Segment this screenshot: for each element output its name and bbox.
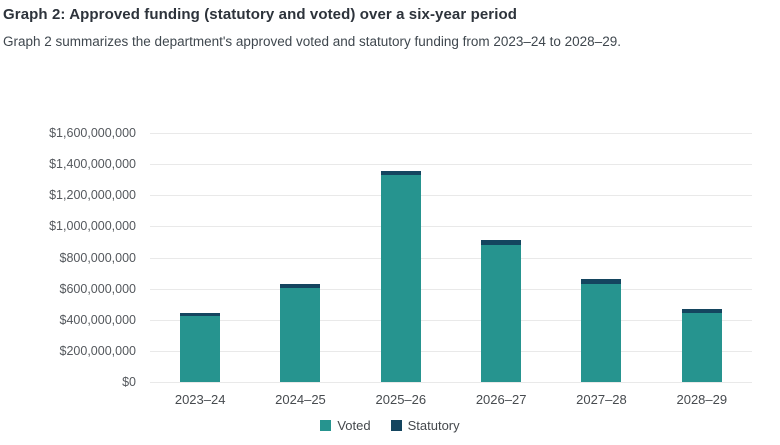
bar-segment-voted	[180, 315, 221, 382]
bar-segment-statutory	[581, 279, 622, 284]
y-axis-label: $200,000,000	[59, 343, 136, 358]
plot-area	[150, 133, 752, 383]
bar-segment-voted	[681, 313, 722, 382]
bar-segment-voted	[380, 175, 421, 382]
legend-item-voted: Voted	[320, 418, 371, 433]
bar-slot	[150, 133, 250, 382]
bar-2023–24	[180, 133, 221, 382]
x-axis-label: 2025–26	[375, 392, 427, 407]
x-axis-label: 2027–28	[576, 392, 627, 407]
x-axis-label: 2024–25	[275, 392, 326, 407]
bar-segment-statutory	[681, 308, 722, 314]
bars-row	[150, 133, 752, 382]
x-axis-label: 2023–24	[174, 392, 226, 407]
legend-label: Voted	[337, 418, 371, 433]
y-axis-label: $400,000,000	[59, 312, 136, 327]
gridline	[150, 164, 752, 166]
gridline	[150, 226, 752, 228]
gridline	[150, 257, 752, 259]
y-axis-label: $800,000,000	[59, 250, 136, 265]
bar-segment-voted	[581, 283, 622, 382]
x-axis: 2023–24 2024–25 2025–26 2026–27 2027–28 2028–…	[150, 392, 752, 407]
bar-segment-statutory	[380, 170, 421, 176]
bar-2025–26	[380, 133, 421, 382]
x-axis-label: 2028–29	[676, 392, 728, 407]
bar-slot	[351, 133, 451, 382]
gridline	[150, 133, 752, 134]
legend-label: Statutory	[407, 418, 460, 433]
gridline	[150, 350, 752, 352]
gridline	[150, 195, 752, 197]
gridline	[150, 382, 752, 383]
y-axis-label: $1,000,000,000	[49, 219, 136, 234]
bar-2027–28	[581, 133, 622, 382]
graph-title: Graph 2: Approved funding (statutory and…	[3, 6, 518, 23]
y-axis-label: $1,600,000,000	[49, 126, 136, 140]
y-axis-label: $600,000,000	[59, 281, 136, 296]
bar-2028–29	[681, 133, 722, 382]
bar-2024–25	[280, 133, 321, 382]
legend: Voted Statutory	[0, 418, 780, 433]
y-axis-label: $0	[122, 375, 136, 389]
bar-slot	[451, 133, 551, 382]
bar-slot	[652, 133, 752, 382]
funding-bar-chart: $1,600,000,000 $1,400,000,000 $1,200,000,0…	[0, 110, 780, 445]
graph-subtitle: Graph 2 summarizes the department's appr…	[3, 34, 621, 49]
y-axis-label: $1,200,000,000	[49, 188, 136, 203]
bar-slot	[250, 133, 350, 382]
bar-segment-statutory	[481, 240, 522, 246]
gridline	[150, 319, 752, 321]
legend-swatch-icon	[320, 420, 332, 431]
bar-segment-voted	[481, 245, 522, 382]
bar-2026–27	[481, 133, 522, 382]
bar-segment-statutory	[280, 284, 321, 288]
bar-segment-voted	[280, 287, 321, 382]
bar-segment-statutory	[180, 312, 221, 316]
legend-item-statutory: Statutory	[390, 418, 460, 433]
y-axis: $1,600,000,000 $1,400,000,000 $1,200,000,0…	[0, 126, 136, 389]
x-axis-label: 2026–27	[475, 392, 527, 407]
gridline	[150, 288, 752, 290]
legend-swatch-icon	[390, 420, 402, 431]
bar-slot	[551, 133, 651, 382]
y-axis-label: $1,400,000,000	[49, 157, 136, 172]
